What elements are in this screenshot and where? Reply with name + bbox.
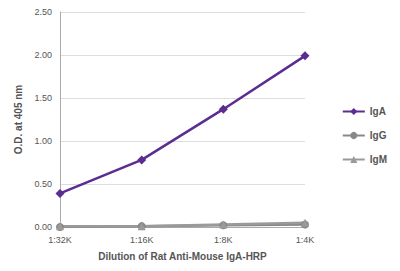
svg-text:1:4K: 1:4K (296, 235, 315, 245)
svg-text:O.D. at 405 nm: O.D. at 405 nm (13, 85, 24, 155)
svg-text:IgG: IgG (370, 130, 387, 141)
svg-text:Dilution of Rat Anti-Mouse IgA: Dilution of Rat Anti-Mouse IgA-HRP (98, 251, 267, 262)
svg-text:1.00: 1.00 (34, 136, 52, 146)
svg-text:0.50: 0.50 (34, 179, 52, 189)
svg-text:1:32K: 1:32K (48, 235, 72, 245)
svg-text:2.50: 2.50 (34, 7, 52, 17)
svg-text:1:16K: 1:16K (130, 235, 154, 245)
svg-text:1:8K: 1:8K (214, 235, 233, 245)
svg-text:0.00: 0.00 (34, 222, 52, 232)
svg-text:IgM: IgM (370, 154, 387, 165)
svg-text:IgA: IgA (370, 106, 386, 117)
svg-text:1.50: 1.50 (34, 93, 52, 103)
svg-text:2.00: 2.00 (34, 50, 52, 60)
